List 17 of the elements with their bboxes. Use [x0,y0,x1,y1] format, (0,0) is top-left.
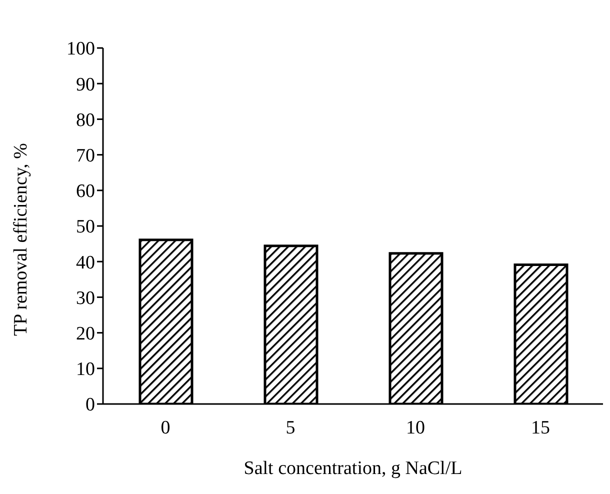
y-tick-label: 90 [76,74,95,96]
y-tick-label: 10 [76,359,95,380]
x-tick-label: 15 [531,417,550,438]
y-tick-label: 60 [76,181,95,202]
y-tick-label: 40 [76,252,95,274]
y-tick-label: 30 [76,288,95,309]
y-tick-label: 80 [76,110,95,131]
y-tick-label: 20 [76,324,95,345]
x-tick-label: 5 [286,417,296,438]
x-tick-label: 10 [406,417,425,438]
y-axis-title: TP removal efficiency, % [10,142,32,336]
y-tick-label: 70 [76,146,95,167]
y-tick-label: 100 [66,38,95,60]
y-tick-label: 50 [76,216,95,238]
x-axis-title: Salt concentration, g NaCl/L [244,458,462,479]
x-tick-label: 0 [160,417,170,438]
y-tick-label: 0 [86,394,95,416]
